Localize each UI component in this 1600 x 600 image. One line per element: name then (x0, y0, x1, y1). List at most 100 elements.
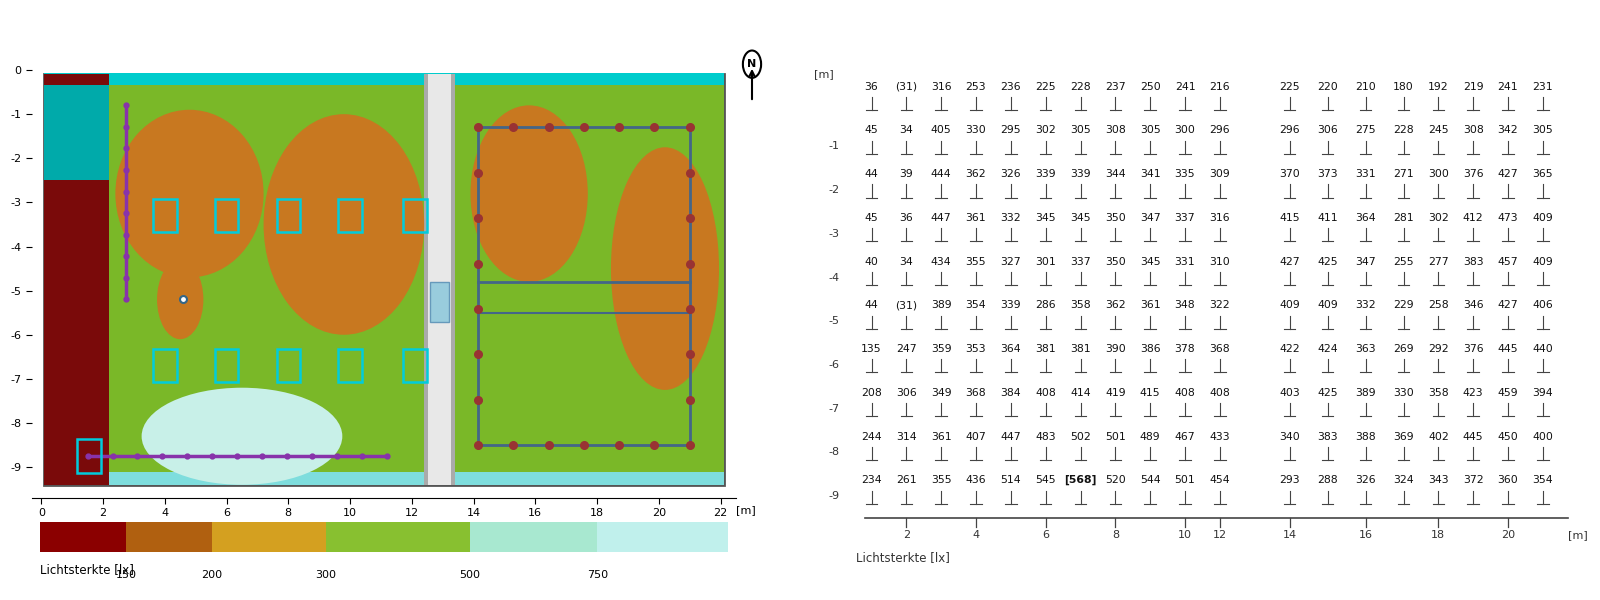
Text: 339: 339 (1070, 169, 1091, 179)
Text: 348: 348 (1174, 301, 1195, 310)
Text: 433: 433 (1210, 431, 1230, 442)
Text: 447: 447 (931, 213, 952, 223)
Text: 346: 346 (1462, 301, 1483, 310)
Bar (338, 349, 362, 382)
Text: -6: -6 (829, 360, 840, 370)
Text: 376: 376 (1462, 169, 1483, 179)
Text: 331: 331 (1355, 169, 1376, 179)
Text: 300: 300 (1174, 125, 1195, 136)
Text: 308: 308 (1106, 125, 1126, 136)
Bar (214, 349, 238, 382)
Text: 347: 347 (1355, 257, 1376, 266)
Text: 245: 245 (1429, 125, 1448, 136)
Text: 326: 326 (1355, 475, 1376, 485)
Bar (454, 85, 723, 472)
Text: 231: 231 (1533, 82, 1554, 92)
Bar (424, 74, 427, 485)
Bar (154, 199, 176, 232)
Text: 384: 384 (1000, 388, 1021, 398)
Text: 422: 422 (1278, 344, 1299, 354)
Text: 330: 330 (1394, 388, 1414, 398)
Text: 520: 520 (1106, 475, 1126, 485)
Text: 383: 383 (1317, 431, 1338, 442)
Text: 236: 236 (1000, 82, 1021, 92)
Text: 370: 370 (1278, 169, 1299, 179)
Text: 339: 339 (1000, 301, 1021, 310)
Text: 200: 200 (202, 570, 222, 580)
Text: 364: 364 (1355, 213, 1376, 223)
Bar (451, 74, 454, 485)
Text: 467: 467 (1174, 431, 1195, 442)
Text: 34: 34 (899, 257, 914, 266)
Text: 305: 305 (1139, 125, 1160, 136)
Text: 394: 394 (1533, 388, 1554, 398)
Text: 354: 354 (966, 301, 986, 310)
Text: 423: 423 (1462, 388, 1483, 398)
Text: 253: 253 (966, 82, 986, 92)
Text: 424: 424 (1317, 344, 1338, 354)
Text: 545: 545 (1035, 475, 1056, 485)
Bar (424, 74, 454, 485)
Text: 363: 363 (1355, 344, 1376, 354)
Text: 405: 405 (931, 125, 952, 136)
Text: 408: 408 (1035, 388, 1056, 398)
Text: 326: 326 (1000, 169, 1021, 179)
Text: 355: 355 (931, 475, 952, 485)
Text: 358: 358 (1429, 388, 1448, 398)
Text: 350: 350 (1106, 257, 1126, 266)
Text: 301: 301 (1035, 257, 1056, 266)
Text: 445: 445 (1498, 344, 1518, 354)
Text: 330: 330 (966, 125, 986, 136)
Text: 415: 415 (1139, 388, 1160, 398)
Text: 14: 14 (1283, 530, 1296, 541)
Text: 419: 419 (1106, 388, 1126, 398)
Text: 440: 440 (1533, 344, 1554, 354)
Bar (338, 199, 362, 232)
Text: 501: 501 (1106, 431, 1126, 442)
Text: 457: 457 (1498, 257, 1518, 266)
Text: 332: 332 (1000, 213, 1021, 223)
Text: 208: 208 (861, 388, 882, 398)
Text: [568]: [568] (1064, 475, 1096, 485)
Text: 300: 300 (1427, 169, 1448, 179)
Text: 335: 335 (1174, 169, 1195, 179)
Text: 408: 408 (1210, 388, 1230, 398)
Text: 44: 44 (864, 169, 878, 179)
Text: 39: 39 (899, 169, 914, 179)
Text: 355: 355 (966, 257, 986, 266)
Text: 300: 300 (315, 570, 336, 580)
Text: 275: 275 (1355, 125, 1376, 136)
Text: 368: 368 (1210, 344, 1230, 354)
Text: 225: 225 (1278, 82, 1299, 92)
Text: 347: 347 (1139, 213, 1160, 223)
Text: 360: 360 (1498, 475, 1518, 485)
Text: 45: 45 (864, 213, 878, 223)
Text: 295: 295 (1000, 125, 1021, 136)
Text: 337: 337 (1174, 213, 1195, 223)
Text: 314: 314 (896, 431, 917, 442)
Text: 292: 292 (1429, 344, 1448, 354)
Text: 483: 483 (1035, 431, 1056, 442)
Bar (45, 73, 723, 85)
Text: 327: 327 (1000, 257, 1021, 266)
Bar (277, 199, 301, 232)
Text: 258: 258 (1429, 301, 1448, 310)
Text: -5: -5 (829, 316, 840, 326)
Bar (40, 522, 126, 552)
Text: -9: -9 (829, 491, 840, 501)
Ellipse shape (157, 260, 203, 339)
Text: 362: 362 (966, 169, 986, 179)
Text: 372: 372 (1462, 475, 1483, 485)
Text: 350: 350 (1106, 213, 1126, 223)
Text: 381: 381 (1035, 344, 1056, 354)
Text: 425: 425 (1317, 388, 1338, 398)
Text: 247: 247 (896, 344, 917, 354)
Bar (597, 522, 728, 552)
Text: 362: 362 (1106, 301, 1126, 310)
Text: 306: 306 (896, 388, 917, 398)
Text: 340: 340 (1278, 431, 1299, 442)
Text: 473: 473 (1498, 213, 1518, 223)
Text: 411: 411 (1317, 213, 1338, 223)
Text: 500: 500 (459, 570, 480, 580)
Text: 150: 150 (115, 570, 136, 580)
